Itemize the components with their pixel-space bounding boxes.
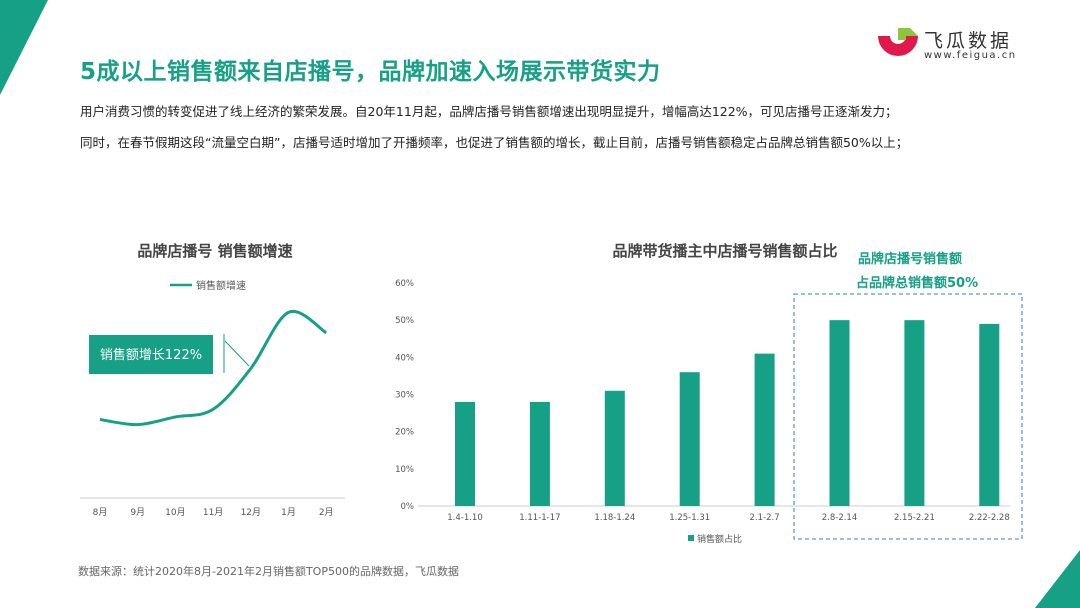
bar-x-tick-label: 1.11-1-17: [519, 513, 560, 523]
bar-y-tick-label: 10%: [395, 465, 414, 475]
description-line-2: 同时，在春节假期这段“流量空白期”，店播号适时增加了开播频率，也促进了销售额的增…: [80, 135, 909, 150]
highlight-line-1: 品牌店播号销售额: [858, 252, 963, 267]
line-x-tick-label: 2月: [319, 507, 334, 518]
bar-x-tick-label: 2.1-2.7: [750, 513, 780, 523]
line-x-tick-label: 11月: [203, 507, 223, 518]
bar-y-tick-label: 50%: [395, 316, 414, 326]
legend-bar-swatch: [688, 535, 694, 541]
legend-bar-label: 销售额占比: [697, 533, 742, 545]
bar: [829, 320, 850, 506]
bar-x-tick-label: 1.4-1.10: [447, 513, 483, 523]
line-chart-title: 品牌店播号 销售额增速: [137, 242, 293, 260]
line-x-tick-label: 12月: [241, 507, 261, 518]
bar-x-tick-label: 2.8-2.14: [822, 513, 858, 523]
bar: [529, 401, 550, 506]
annotation-pointer: [224, 340, 250, 367]
annotation-text: 销售额增长122%: [100, 347, 202, 363]
bar-y-tick-label: 60%: [395, 279, 414, 289]
bar-y-tick-label: 30%: [395, 391, 414, 401]
logo: 飞瓜数据 www.feigua.cn: [876, 26, 1015, 66]
bar: [754, 353, 775, 506]
bar-y-tick-label: 0%: [401, 502, 415, 512]
bar-x-tick-label: 2.22-2.28: [969, 513, 1010, 523]
bar: [904, 320, 925, 506]
logo-url: www.feigua.cn: [924, 50, 1017, 61]
line-x-tick-label: 1月: [281, 507, 296, 518]
bar: [679, 372, 700, 506]
page-title: 5成以上销售额来自店播号，品牌加速入场展示带货实力: [80, 59, 661, 85]
bar-x-tick-label: 2.15-2.21: [894, 513, 935, 523]
legend-line-label: 销售额增速: [196, 279, 246, 292]
annotation-box: [89, 335, 213, 374]
line-x-tick-label: 10月: [165, 507, 185, 518]
corner-bottom-right: [1035, 550, 1080, 608]
logo-icon: [878, 28, 918, 56]
bar: [455, 401, 475, 506]
logo-name: 飞瓜数据: [924, 30, 1013, 52]
line-x-tick-label: 8月: [93, 507, 108, 518]
bar-y-tick-label: 40%: [395, 353, 414, 363]
bar-x-tick-label: 1.25-1.31: [669, 513, 710, 523]
line-x-tick-label: 9月: [130, 507, 145, 518]
highlight-box: [793, 293, 1023, 540]
line-series: [99, 309, 328, 427]
data-source: 数据来源：统计2020年8月-2021年2月销售额TOP500的品牌数据，飞瓜数…: [78, 565, 459, 578]
bar-chart-title: 品牌带货播主中店播号销售额占比: [612, 242, 838, 260]
bar: [979, 323, 1000, 506]
highlight-line-2: 占品牌总销售额50%: [856, 276, 979, 291]
bar-y-tick-label: 20%: [395, 428, 414, 438]
description-line-1: 用户消费习惯的转变促进了线上经济的繁荣发展。自20年11月起，品牌店播号销售额增…: [80, 104, 898, 119]
bar-x-tick-label: 1.18-1.24: [594, 513, 635, 523]
bar: [604, 390, 625, 506]
corner-top-left: [0, 0, 48, 95]
